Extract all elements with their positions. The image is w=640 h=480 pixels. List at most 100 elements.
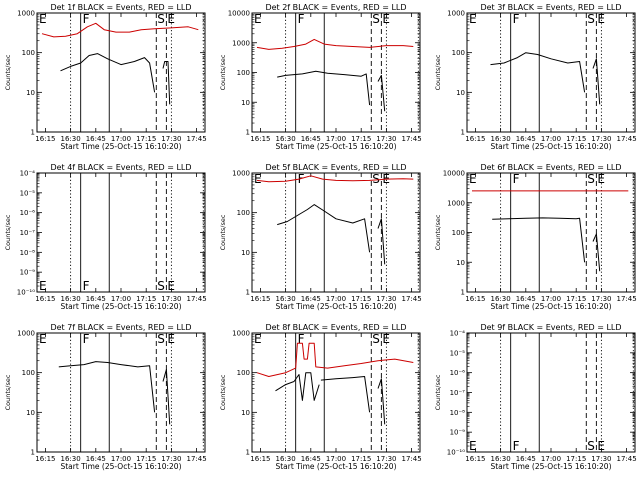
plot-frame [251,172,421,293]
x-tick-label: 17:30 [161,455,181,463]
series-lld-line-0 [256,38,414,50]
y-tick-label: 1000 [232,170,250,178]
y-axis-label: Counts/sec [434,214,442,250]
panel-title: Det 3f BLACK = Events, RED = LLD [480,3,621,12]
y-tick-label: 10 [456,89,465,97]
y-tick-label: 10⁻⁹ [450,429,466,437]
x-tick-label: 17:15 [566,135,586,143]
y-axis-label: Counts/sec [219,374,227,410]
y-tick-label: 100 [237,369,250,377]
marker-label-e: E [254,12,262,26]
x-tick-label: 17:00 [326,455,346,463]
x-tick-label: 16:30 [491,135,511,143]
y-tick-label: 10 [26,89,35,97]
x-tick-label: 16:45 [86,455,106,463]
y-axis-label: Counts/sec [4,214,12,250]
y-tick-label: 1 [461,289,465,297]
x-tick-label: 16:45 [301,455,321,463]
y-tick-label: 1 [246,449,250,457]
x-tick-label: 16:30 [276,455,296,463]
x-tick-label: 16:45 [86,295,106,303]
x-tick-label: 16:30 [61,135,81,143]
y-axis-label: Counts/sec [4,54,12,90]
x-tick-label: 16:45 [516,135,536,143]
marker-label-f: F [83,279,90,293]
marker-label-s: S [587,172,595,186]
y-axis-label: Counts/sec [434,54,442,90]
y-tick-label: 1 [246,289,250,297]
y-tick-label: 1000 [447,199,465,207]
y-tick-label: 10⁻⁹ [20,269,36,277]
marker-label-s: S [157,332,165,346]
series-lld-line-0 [41,22,199,38]
plot-frame [251,12,421,133]
series-events-line-2 [162,61,171,105]
x-tick-label: 17:45 [187,295,207,303]
marker-label-s: S [372,332,380,346]
panel-title: Det 1f BLACK = Events, RED = LLD [50,3,191,12]
marker-label-s: S [372,172,380,186]
marker-label-e: E [39,279,47,293]
x-axis-label: Start Time (25-Oct-15 16:10:20) [275,462,396,471]
series-events-line-1 [275,372,320,401]
x-tick-label: 16:45 [86,135,106,143]
marker-label-s: S [157,279,165,293]
marker-label-e: E [254,332,262,346]
y-tick-label: 10 [241,249,250,257]
marker-label-e: E [167,332,175,346]
marker-label-f: F [513,439,520,453]
x-tick-label: 16:30 [276,295,296,303]
marker-label-e: E [39,12,47,26]
x-tick-label: 16:15 [35,135,55,143]
panel-title: Det 4f BLACK = Events, RED = LLD [50,163,191,172]
x-tick-label: 17:30 [161,295,181,303]
x-tick-label: 16:15 [465,295,485,303]
x-tick-label: 17:15 [136,135,156,143]
y-tick-label: 10⁻¹⁰ [17,289,35,297]
x-tick-label: 17:15 [351,295,371,303]
y-tick-label: 1000 [17,330,35,338]
series-events-line-0 [490,52,586,93]
series-events-line-1 [277,70,371,106]
marker-label-e: E [469,172,477,186]
x-tick-label: 17:30 [591,135,611,143]
marker-label-s: S [587,12,595,26]
marker-label-e: E [382,12,390,26]
x-tick-label: 17:30 [376,135,396,143]
y-tick-label: 1000 [447,10,465,18]
plot-frame [466,12,636,133]
x-tick-label: 17:45 [402,135,422,143]
x-tick-label: 16:30 [276,135,296,143]
y-tick-label: 1 [31,449,35,457]
y-axis-label: Counts/sec [434,374,442,410]
y-tick-label: 10⁻⁸ [450,409,466,417]
marker-label-s: S [587,439,595,453]
y-tick-label: 10⁻⁴ [450,330,466,338]
marker-label-f: F [83,12,90,26]
marker-label-f: F [298,332,305,346]
plot-frame [466,332,636,453]
y-tick-label: 10 [456,259,465,267]
y-tick-label: 10 [241,409,250,417]
x-tick-label: 17:15 [351,455,371,463]
marker-label-e: E [469,439,477,453]
y-tick-label: 10⁻⁵ [20,189,36,197]
panel-title: Det 2f BLACK = Events, RED = LLD [265,3,406,12]
y-tick-label: 10⁻⁶ [450,369,466,377]
series-lld-line-0 [256,342,414,377]
x-tick-label: 16:45 [301,295,321,303]
x-tick-label: 17:15 [566,295,586,303]
x-axis-label: Start Time (25-Oct-15 16:10:20) [60,142,181,151]
series-events-line-3 [377,378,386,425]
x-tick-label: 17:00 [326,135,346,143]
x-tick-label: 17:15 [136,295,156,303]
x-tick-label: 16:30 [61,295,81,303]
